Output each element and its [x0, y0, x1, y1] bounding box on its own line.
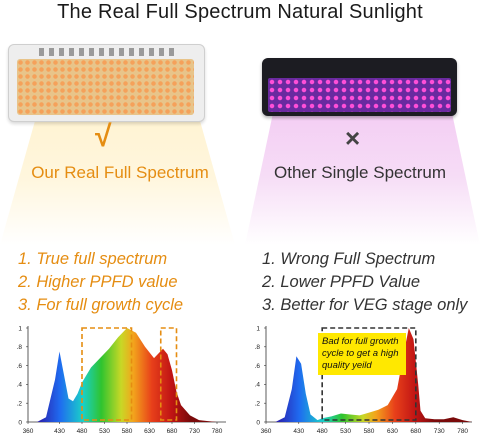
highlight-range-box — [81, 327, 133, 421]
x-tick-label: 360 — [23, 428, 34, 435]
y-tick-label: .8 — [255, 344, 261, 351]
y-tick-label: .4 — [17, 382, 23, 389]
x-tick-label: 580 — [364, 428, 375, 435]
x-tick-label: 780 — [457, 428, 468, 435]
x-tick-label: 730 — [189, 428, 200, 435]
x-tick-label: 730 — [434, 428, 445, 435]
x-tick-label: 360 — [261, 428, 272, 435]
x-tick-label: 430 — [54, 428, 65, 435]
y-tick-label: .8 — [17, 344, 23, 351]
x-tick-label: 530 — [340, 428, 351, 435]
y-tick-label: .2 — [255, 401, 261, 408]
page-title: The Real Full Spectrum Natural Sunlight — [57, 1, 423, 23]
x-tick-label: 630 — [387, 428, 398, 435]
right-point: 3. Better for VEG stage only — [262, 296, 468, 314]
left-point: 2. Higher PPFD value — [18, 273, 178, 291]
check-icon: √ — [95, 120, 112, 153]
x-tick-label: 480 — [317, 428, 328, 435]
x-tick-label: 480 — [77, 428, 88, 435]
y-tick-label: 0 — [256, 419, 260, 426]
lamp-vents — [39, 48, 179, 56]
y-tick-label: 1 — [18, 325, 22, 332]
right-point: 1. Wrong Full Spectrum — [262, 250, 436, 268]
left-points-list: 1. True full spectrum 2. Higher PPFD val… — [18, 248, 183, 317]
highlight-range-box — [321, 327, 417, 421]
y-tick-label: 1 — [256, 325, 260, 332]
single-spectrum-chart: 0 .2 .4 .6 .8 1 360 430 480 530 580 630 680 730 780 — [255, 325, 472, 435]
left-label: Our Real Full Spectrum — [31, 163, 209, 182]
x-tick-label: 780 — [212, 428, 223, 435]
x-tick-label: 430 — [293, 428, 304, 435]
lamp-led-array — [17, 59, 194, 115]
full-spectrum-chart: 0 .2 .4 .6 .8 1 360 430 480 530 580 630 680 730 780 — [17, 325, 226, 435]
y-tick-label: .6 — [17, 363, 23, 370]
x-tick-label: 580 — [122, 428, 133, 435]
right-points-list: 1. Wrong Full Spectrum 2. Lower PPFD Val… — [262, 248, 467, 317]
left-point: 1. True full spectrum — [18, 250, 168, 268]
highlight-range-box — [159, 327, 178, 421]
x-tick-label: 530 — [99, 428, 110, 435]
y-tick-label: .2 — [17, 401, 23, 408]
single-spectrum-lamp — [262, 58, 457, 116]
y-tick-label: 0 — [18, 419, 22, 426]
y-tick-label: .6 — [255, 363, 261, 370]
x-tick-label: 680 — [410, 428, 421, 435]
y-tick-label: .4 — [255, 382, 261, 389]
x-tick-label: 630 — [144, 428, 155, 435]
x-tick-label: 680 — [167, 428, 178, 435]
note-callout: Bad for full growth cycle to get a high … — [318, 333, 406, 375]
full-spectrum-lamp — [8, 44, 205, 122]
right-label: Other Single Spectrum — [274, 163, 446, 182]
cross-icon: × — [345, 123, 361, 153]
lamp-led-array — [268, 78, 451, 112]
spectrum-area — [275, 328, 472, 422]
right-point: 2. Lower PPFD Value — [262, 273, 421, 291]
left-point: 3. For full growth cycle — [18, 296, 184, 314]
